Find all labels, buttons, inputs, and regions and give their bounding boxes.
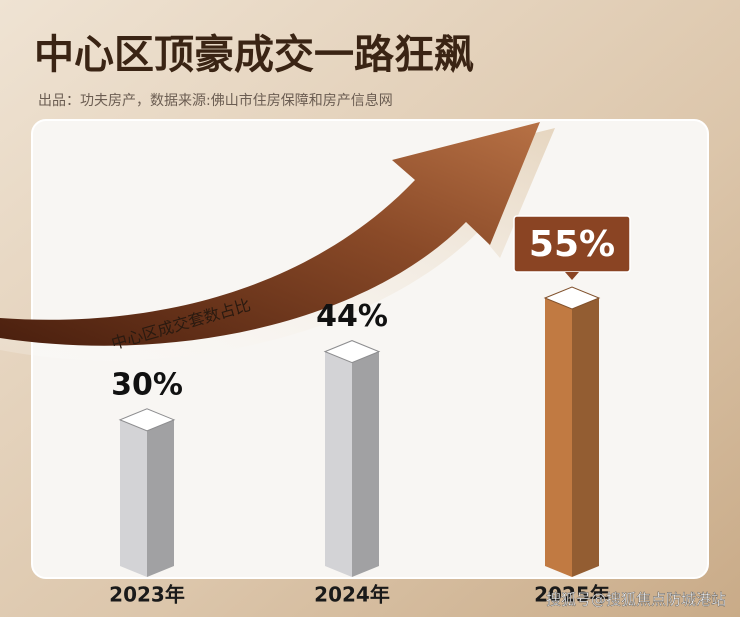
bar-top bbox=[543, 286, 601, 310]
bar-left-face bbox=[545, 298, 572, 577]
bar-right-face bbox=[572, 298, 599, 577]
watermark: 搜狐号@搜狐焦点防城港站 bbox=[546, 591, 726, 609]
chart-title: 中心区顶豪成交一路狂飙 bbox=[34, 32, 474, 78]
x-tick-label: 2023年 bbox=[109, 583, 185, 607]
bar-top bbox=[118, 408, 176, 432]
bar-left-face bbox=[120, 419, 147, 577]
bar-right-face bbox=[147, 419, 174, 577]
subtitle: 出品：功夫房产，数据来源:佛山市住房保障和房产信息网 bbox=[38, 92, 393, 109]
value-label-pointer bbox=[565, 272, 579, 280]
bar-top bbox=[323, 340, 381, 364]
value-label: 30% bbox=[111, 367, 183, 402]
x-tick-label: 2024年 bbox=[314, 583, 390, 607]
x-tick-label: 2025年 bbox=[534, 583, 610, 607]
arrow bbox=[0, 122, 540, 346]
value-label: 55% bbox=[529, 224, 615, 265]
bar-right-face bbox=[352, 351, 379, 577]
value-label: 44% bbox=[316, 299, 388, 334]
bar-left-face bbox=[325, 351, 352, 577]
